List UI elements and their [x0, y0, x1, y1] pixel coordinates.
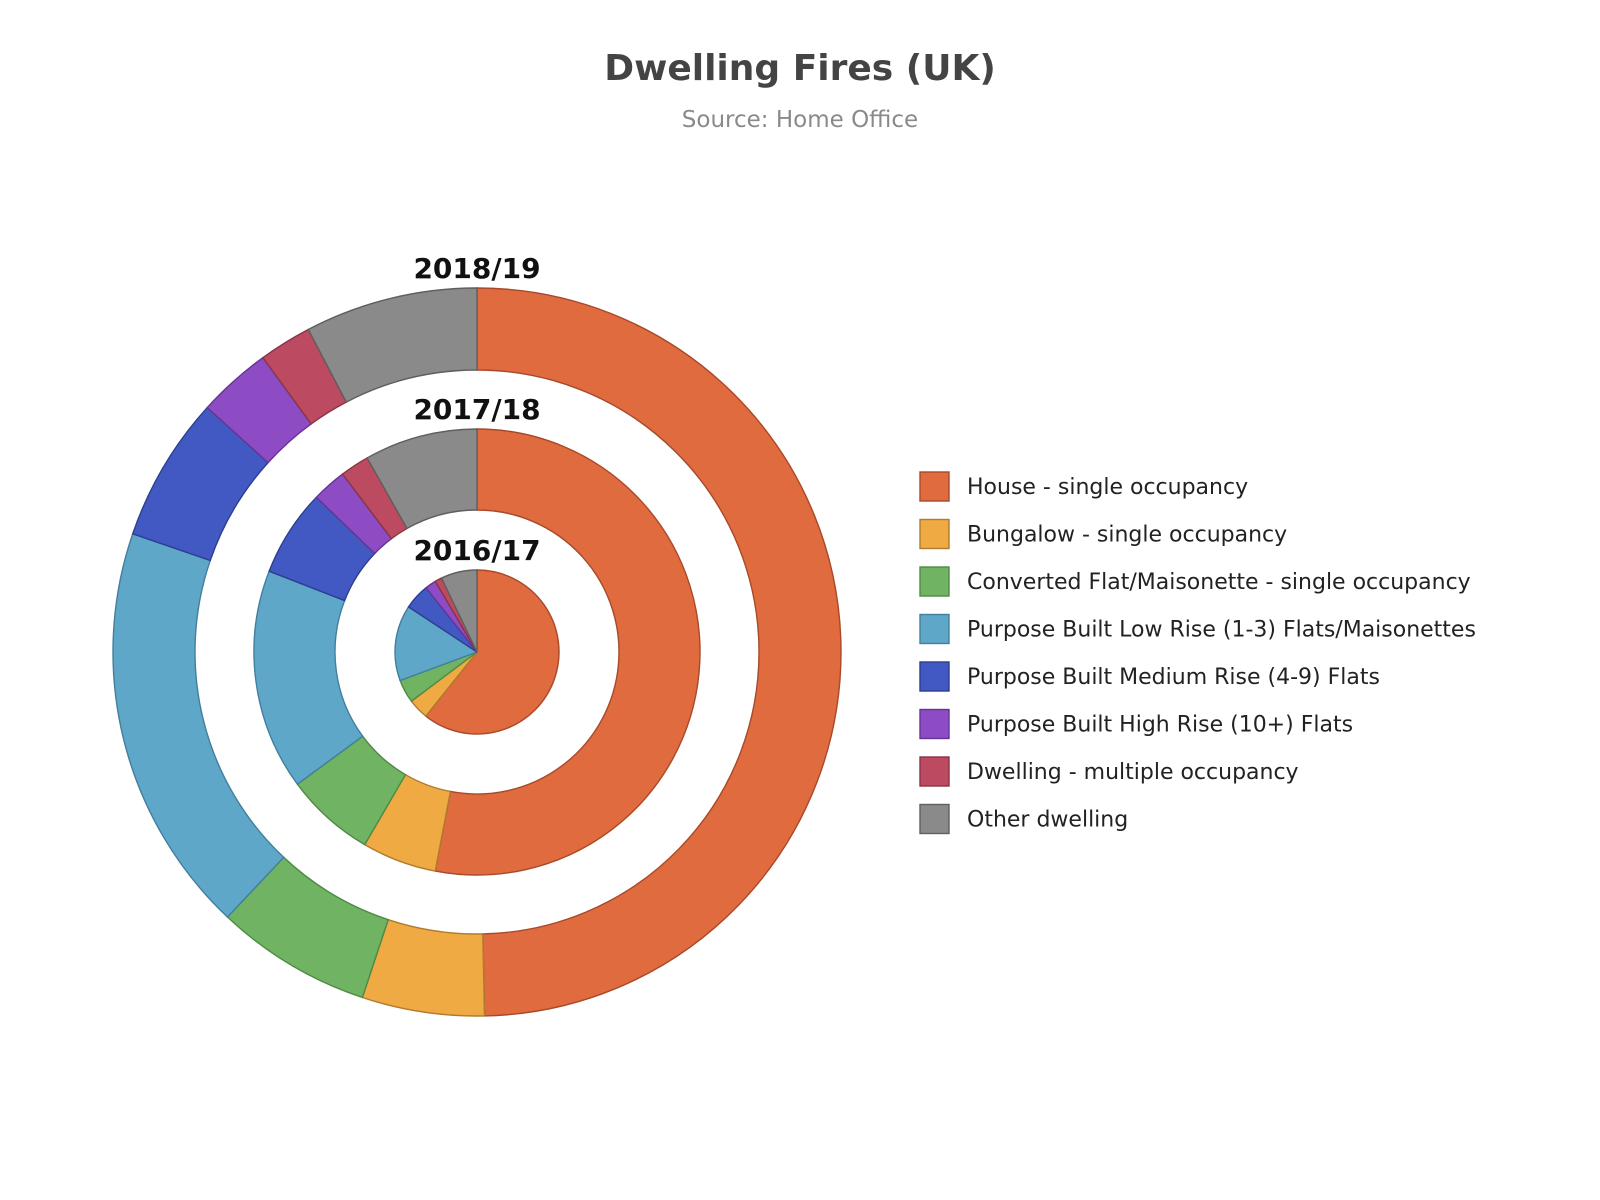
ring-label-2017-18: 2017/18: [413, 393, 540, 426]
ring-labels: 2016/17 2017/18 2018/19: [413, 252, 540, 567]
ring-2016-17: [394, 569, 560, 735]
chart-title: Dwelling Fires (UK): [604, 48, 996, 89]
legend-swatch: [919, 661, 950, 692]
ring-2017-18: [253, 428, 701, 876]
legend-swatch: [919, 708, 950, 740]
legend-item-house-single-occupancy[interactable]: House - single occupancy: [919, 471, 1248, 502]
legend-swatch: [919, 471, 950, 502]
legend-item-converted-flat-maisonette-single-occupancy[interactable]: Converted Flat/Maisonette - single occup…: [919, 566, 1471, 597]
slice-2016-17-house-single-occupancy[interactable]: [424, 569, 560, 735]
slice-2018-19-purpose-built-low-rise-1-3-flats-maisonettes[interactable]: [112, 532, 285, 919]
legend-item-other-dwelling[interactable]: Other dwelling: [919, 803, 1128, 835]
legend-label: Purpose Built Medium Rise (4-9) Flats: [967, 665, 1380, 690]
chart-subtitle: Source: Home Office: [682, 107, 918, 133]
legend-swatch: [919, 518, 950, 550]
donut-rings: [112, 287, 842, 1017]
legend-label: Other dwelling: [967, 808, 1128, 833]
slice-2016-17-purpose-built-low-rise-1-3-flats-maisonettes[interactable]: [394, 605, 479, 682]
legend-swatch: [919, 803, 950, 835]
legend-swatch: [919, 566, 950, 597]
legend-label: Converted Flat/Maisonette - single occup…: [967, 570, 1471, 595]
legend-swatch: [919, 756, 950, 787]
legend-item-purpose-built-high-rise-10-flats[interactable]: Purpose Built High Rise (10+) Flats: [919, 708, 1353, 740]
legend-swatch: [919, 613, 950, 645]
slice-2017-18-house-single-occupancy[interactable]: [434, 428, 701, 876]
legend-label: Purpose Built Low Rise (1-3) Flats/Maiso…: [967, 618, 1476, 643]
slice-2017-18-other-dwelling[interactable]: [366, 428, 478, 530]
ring-label-2016-17: 2016/17: [413, 534, 540, 567]
legend-item-purpose-built-low-rise-1-3-flats-maisonettes[interactable]: Purpose Built Low Rise (1-3) Flats/Maiso…: [919, 613, 1476, 645]
slice-2018-19-other-dwelling[interactable]: [307, 287, 478, 404]
slice-2018-19-house-single-occupancy[interactable]: [476, 287, 842, 1017]
ring-label-2018-19: 2018/19: [413, 252, 540, 285]
legend: House - single occupancy Bungalow - singl…: [919, 471, 1476, 835]
legend-label: Bungalow - single occupancy: [967, 523, 1287, 548]
legend-item-dwelling-multiple-occupancy[interactable]: Dwelling - multiple occupancy: [919, 756, 1299, 787]
legend-label: House - single occupancy: [967, 475, 1248, 500]
slice-2016-17-other-dwelling[interactable]: [440, 569, 478, 653]
ring-2018-19: [112, 287, 842, 1017]
legend-item-purpose-built-medium-rise-4-9-flats[interactable]: Purpose Built Medium Rise (4-9) Flats: [919, 661, 1380, 692]
legend-label: Purpose Built High Rise (10+) Flats: [967, 713, 1353, 738]
legend-item-bungalow-single-occupancy[interactable]: Bungalow - single occupancy: [919, 518, 1287, 550]
legend-label: Dwelling - multiple occupancy: [967, 760, 1299, 785]
